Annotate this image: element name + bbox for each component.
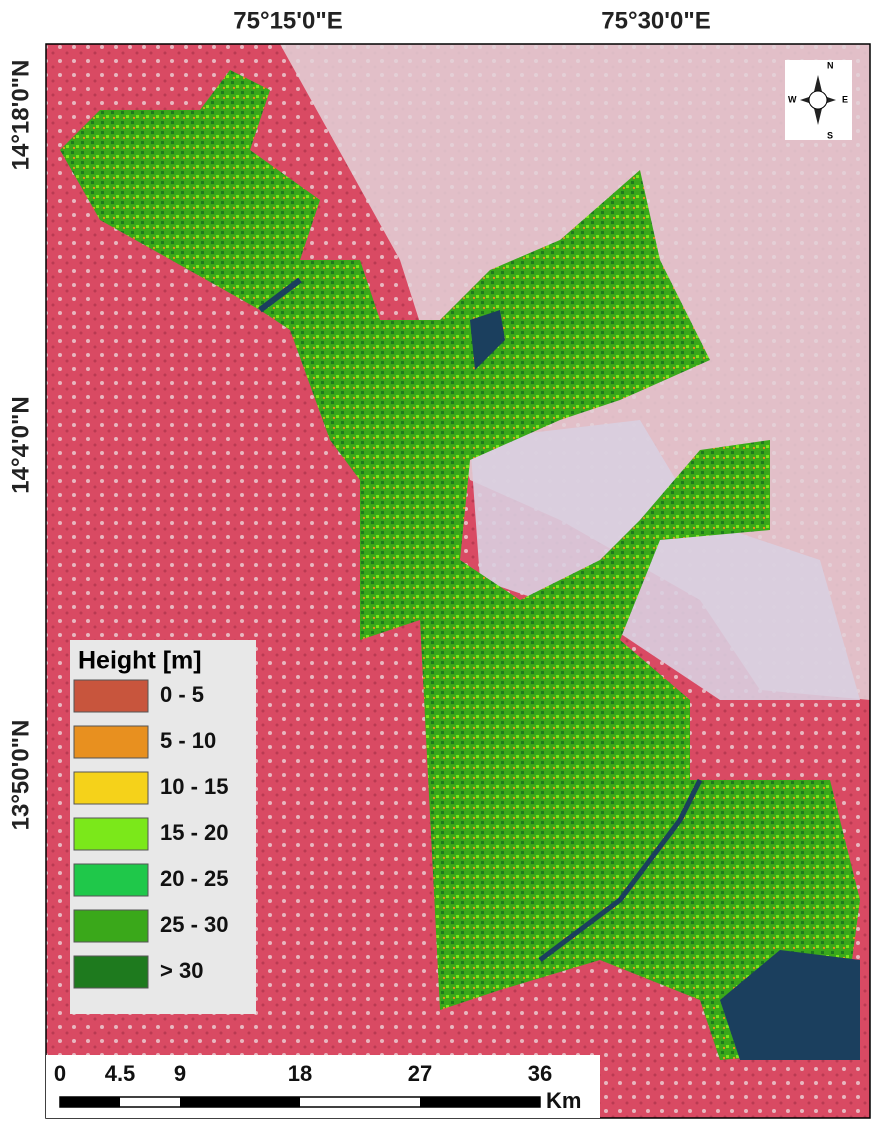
compass-w: W: [788, 94, 797, 104]
scale-label: 27: [408, 1061, 432, 1086]
compass: N S E W: [785, 60, 852, 140]
scale-segment: [180, 1097, 300, 1107]
legend-label: 10 - 15: [160, 774, 229, 799]
longitude-label: 75°15'0"E: [233, 7, 342, 34]
legend-swatch: [73, 725, 149, 759]
river: [538, 778, 703, 962]
lake: [470, 310, 505, 370]
compass-s: S: [827, 130, 833, 140]
compass-e: E: [842, 94, 848, 104]
legend-label: 5 - 10: [160, 728, 216, 753]
scale-label: 9: [174, 1061, 186, 1086]
legend-swatch: [73, 863, 149, 897]
scale-label: 4.5: [105, 1061, 136, 1086]
river: [258, 277, 302, 313]
legend-swatch: [73, 679, 149, 713]
longitude-label: 75°30'0"E: [601, 7, 710, 34]
latitude-label: 14°18'0"N: [7, 60, 34, 171]
scale-segment: [420, 1097, 540, 1107]
scale-label: 18: [288, 1061, 312, 1086]
scale-unit: Km: [546, 1088, 581, 1113]
compass-center: [808, 90, 828, 110]
forest-area: [60, 70, 860, 1060]
legend-label: 25 - 30: [160, 912, 229, 937]
legend-swatch: [73, 771, 149, 805]
scale-segment: [60, 1097, 120, 1107]
latitude-label: 13°50'0"N: [7, 720, 34, 831]
legend-swatch: [73, 817, 149, 851]
legend-label: 20 - 25: [160, 866, 229, 891]
legend-title: Height [m]: [78, 647, 202, 675]
legend-label: 0 - 5: [160, 682, 204, 707]
legend-label: 15 - 20: [160, 820, 229, 845]
legend-swatch: [73, 909, 149, 943]
latitude-label: 14°4'0"N: [7, 396, 34, 493]
legend-label: > 30: [160, 958, 203, 983]
legend: Height [m] 0 - 5 5 - 10 10 - 15 15 - 20 20 -…: [70, 640, 256, 1014]
reservoir: [720, 950, 860, 1060]
legend-swatch: [73, 955, 149, 989]
scale-label: 36: [528, 1061, 552, 1086]
urban-area: [470, 420, 860, 700]
compass-n: N: [827, 60, 834, 70]
scale-label: 0: [54, 1061, 66, 1086]
